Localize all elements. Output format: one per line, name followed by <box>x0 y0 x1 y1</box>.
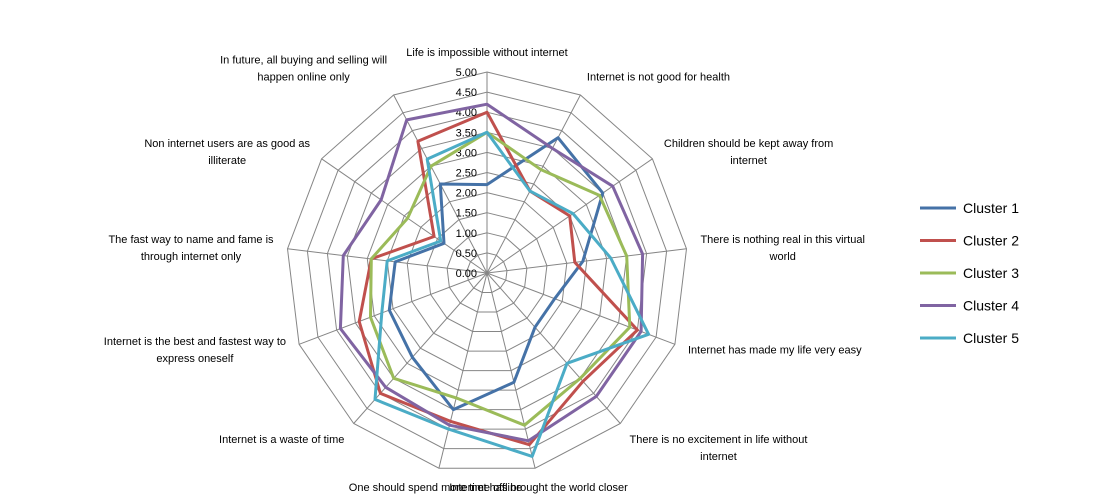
grid-spoke <box>486 272 536 469</box>
category-label-line: One should spend more time offline <box>349 482 522 494</box>
category-label: Children should be kept away from interne… <box>664 138 833 167</box>
series-line-cluster-3 <box>369 130 632 427</box>
category-label: Internet has brought the world closer <box>449 482 628 494</box>
category-label-line: In future, all buying and selling will <box>220 55 387 67</box>
tick-label: 1.50 <box>456 208 477 220</box>
category-label: Internet has made my life very easy <box>688 345 862 357</box>
grid-spoke <box>486 248 687 274</box>
legend-item: Cluster 1 <box>920 200 1019 216</box>
category-label: In future, all buying and selling will ha… <box>220 55 387 84</box>
grid-ring <box>326 111 648 430</box>
category-label-line: Life is impossible without internet <box>406 47 567 59</box>
grid-spoke <box>438 272 488 469</box>
category-label-line: Non internet users are as good as <box>144 138 310 150</box>
category-label-line: Internet has made my life very easy <box>688 345 862 357</box>
category-label-line: The fast way to name and fame is <box>108 234 274 246</box>
category-label: The fast way to name and fame is through … <box>108 234 274 263</box>
legend-item: Cluster 5 <box>920 330 1019 346</box>
category-label-line: world <box>769 251 796 263</box>
category-label-line: illiterate <box>208 155 246 167</box>
category-label-line: Internet has brought the world closer <box>449 482 628 494</box>
tick-label: 0.50 <box>456 248 477 260</box>
category-label-line: Internet is the best and fastest way to <box>104 336 286 348</box>
grid-spoke <box>321 158 488 274</box>
category-label-line: Internet is not good for health <box>587 72 730 84</box>
grid-spoke <box>486 94 581 274</box>
grid-ring <box>366 151 608 391</box>
grid-ring <box>446 232 528 313</box>
category-label-line: internet <box>700 451 737 463</box>
legend-label: Cluster 5 <box>963 330 1019 346</box>
tick-label: 1.00 <box>456 228 477 240</box>
grid-ring <box>286 71 688 469</box>
grid-spoke <box>486 272 676 345</box>
grid-ring <box>306 91 668 450</box>
legend-label: Cluster 3 <box>963 265 1019 281</box>
tick-label: 3.00 <box>456 147 477 159</box>
legend: Cluster 1 Cluster 2 Cluster 3 Cluster 4 Clus… <box>920 200 1019 346</box>
tick-label: 5.00 <box>456 67 477 79</box>
grid-spoke <box>486 272 621 424</box>
tick-label: 3.50 <box>456 127 477 139</box>
category-label-line: Children should be kept away from <box>664 138 833 150</box>
category-label: Internet is the best and fastest way to e… <box>104 336 286 365</box>
tick-label: 2.00 <box>456 188 477 200</box>
category-label: There is no excitement in life without in… <box>630 434 808 463</box>
category-label: One should spend more time offlinewith r… <box>349 482 522 499</box>
category-label: Life is impossible without internet <box>406 47 567 59</box>
category-label: Internet is a waste of time <box>219 434 344 446</box>
category-label-line: Internet is a waste of time <box>219 434 344 446</box>
category-label-line: There is nothing real in this virtual <box>700 234 864 246</box>
series-lines <box>338 102 651 458</box>
category-label: Non internet users are as good as illiter… <box>144 138 310 167</box>
radial-tick-labels: 0.000.501.001.502.002.503.003.504.004.50… <box>456 67 477 280</box>
tick-label: 2.50 <box>456 168 477 180</box>
grid-spoke <box>298 272 488 345</box>
legend-item: Cluster 4 <box>920 298 1019 314</box>
category-label-line: happen online only <box>257 72 350 84</box>
tick-label: 0.00 <box>456 268 477 280</box>
category-label-line: express oneself <box>156 353 234 365</box>
category-label-line: through internet only <box>141 251 242 263</box>
series-line-cluster-4 <box>338 102 645 443</box>
category-label: Internet is not good for health <box>587 72 730 84</box>
category-label-line: internet <box>730 155 767 167</box>
grid-ring <box>466 252 508 293</box>
legend-item: Cluster 2 <box>920 233 1019 249</box>
grid-ring <box>406 192 568 352</box>
tick-label: 4.50 <box>456 87 477 99</box>
legend-label: Cluster 2 <box>963 233 1019 249</box>
category-label: There is nothing real in this virtual wor… <box>700 234 864 263</box>
series-line-cluster-1 <box>387 136 605 412</box>
category-labels: Life is impossible without internet Inter… <box>104 47 865 499</box>
legend-label: Cluster 4 <box>963 298 1019 314</box>
legend-label: Cluster 1 <box>963 200 1019 216</box>
category-label-line: There is no excitement in life without <box>630 434 808 446</box>
series-line-cluster-5 <box>373 130 651 458</box>
legend-item: Cluster 3 <box>920 265 1019 281</box>
